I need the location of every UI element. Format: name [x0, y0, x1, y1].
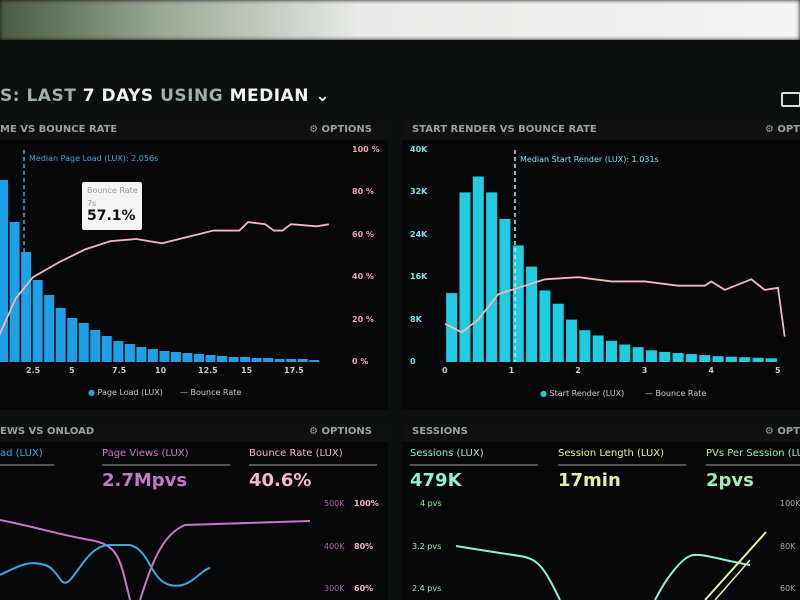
panel-title: ME VS BOUNCE RATE	[0, 124, 118, 135]
x-tick: 2.5	[26, 366, 41, 375]
options-button[interactable]: ⚙ OPTIONS	[309, 426, 372, 437]
legend-bounce-rate[interactable]: — Bounce Rate	[645, 389, 706, 398]
stat-bounce-rate: Bounce Rate (LUX) 40.6%	[249, 448, 377, 491]
title-prefix: S: LAST	[0, 86, 83, 106]
stat-value: 479K	[410, 470, 462, 491]
title-using: USING	[153, 86, 230, 106]
stat-page-views: Page Views (LUX) 2.7Mpvs	[102, 448, 230, 491]
legend-bounce-rate[interactable]: — Bounce Rate	[180, 388, 241, 397]
tooltip-value: 57.1%	[87, 208, 136, 224]
y-tick: 24K	[410, 229, 428, 239]
y-tick: 300K	[324, 584, 345, 593]
y-tick: 100%	[354, 499, 379, 508]
stat-label: Bounce Rate (LUX)	[249, 448, 343, 459]
legend-label: Bounce Rate	[190, 388, 242, 397]
stat-value: 2.7Mpvs	[102, 470, 188, 491]
x-tick: 2	[575, 366, 581, 375]
y-tick: 60%	[354, 584, 374, 593]
options-button[interactable]: ⚙ OPTIONS	[309, 124, 372, 135]
y-tick: 20 %	[352, 314, 374, 324]
x-tick: 4	[708, 366, 714, 375]
stat-sessions: Sessions (LUX) 479K	[410, 448, 538, 491]
legend-start-render[interactable]: ● Start Render (LUX)	[540, 389, 624, 398]
y-tick: 60K	[780, 584, 796, 593]
y-tick: 60 %	[352, 229, 374, 239]
title-median: MEDIAN	[229, 86, 309, 106]
stat-value: 17min	[558, 470, 621, 491]
x-tick: 17.5	[284, 366, 304, 375]
legend-label: Bounce Rate	[655, 389, 707, 398]
panel-title: EWS VS ONLOAD	[0, 426, 95, 437]
title-days: 7 DAYS	[82, 86, 154, 106]
stat-label: ad (LUX)	[0, 448, 43, 459]
monitor-icon[interactable]	[781, 92, 800, 107]
median-label: Median Page Load (LUX): 2.056s	[29, 154, 159, 163]
y-tick: 2.4 pvs	[412, 584, 442, 593]
y-tick: 4 pvs	[420, 499, 442, 508]
y-tick: 3.2 pvs	[412, 542, 442, 551]
y-tick: 0	[410, 357, 416, 366]
x-tick: 10	[155, 366, 167, 375]
y-tick: 0 %	[352, 357, 369, 366]
tooltip: Bounce Rate 7s 57.1%	[82, 182, 142, 230]
options-button[interactable]: ⚙ OPT	[764, 426, 800, 437]
tooltip-title: Bounce Rate	[87, 186, 138, 195]
y-tick: 80%	[354, 542, 374, 551]
x-tick: 15	[241, 366, 253, 375]
chevron-down-icon[interactable]: ⌄	[315, 86, 331, 106]
y-tick: 8K	[410, 314, 422, 324]
y-tick: 80 %	[352, 187, 374, 197]
y-tick: 16K	[410, 272, 428, 282]
y-tick: 100K	[780, 499, 800, 508]
x-tick: 1	[508, 366, 515, 375]
panel-title: SESSIONS	[412, 426, 468, 437]
legend-label: Page Load (LUX)	[97, 388, 163, 397]
y-tick: 80K	[780, 542, 796, 551]
page-load-panel: ME VS BOUNCE RATE ⚙ OPTIONS	[0, 120, 388, 410]
median-label: Median Start Render (LUX): 1.031s	[520, 155, 659, 164]
y-tick: 32K	[410, 187, 428, 197]
stat-label: Session Length (LUX)	[558, 448, 665, 459]
x-tick: 5	[69, 366, 75, 375]
stat-onload: ad (LUX)	[0, 448, 54, 470]
legend-line-icon: —	[645, 389, 653, 398]
legend-page-load[interactable]: ● Page Load (LUX)	[88, 388, 163, 397]
legend-line-icon: —	[180, 388, 188, 397]
x-tick: 0	[442, 366, 448, 375]
stat-label: Sessions (LUX)	[410, 448, 484, 459]
options-button[interactable]: ⚙ OPT	[764, 124, 800, 135]
x-tick: 3	[641, 366, 648, 375]
x-tick: 5	[775, 366, 781, 375]
x-tick: 7.5	[112, 366, 127, 375]
y-tick: 500K	[324, 499, 345, 508]
monitor-bezel	[0, 0, 800, 40]
stat-pvs-per-session: PVs Per Session (LUX) 2pvs	[706, 448, 800, 491]
legend-dot-icon: ●	[540, 389, 547, 398]
y-tick: 40 %	[352, 272, 374, 282]
stat-session-length: Session Length (LUX) 17min	[558, 448, 686, 491]
legend-dot-icon: ●	[88, 388, 95, 397]
panel-title: START RENDER VS BOUNCE RATE	[412, 124, 597, 135]
page-title[interactable]: S: LAST 7 DAYS USING MEDIAN ⌄	[0, 86, 330, 106]
y-tick: 100 %	[352, 145, 380, 154]
stat-label: PVs Per Session (LUX)	[706, 448, 800, 459]
stat-value: 40.6%	[249, 470, 312, 491]
stat-value: 2pvs	[706, 470, 754, 491]
x-tick: 12.5	[198, 366, 218, 375]
tooltip-sub: 7s	[87, 199, 97, 208]
legend-label: Start Render (LUX)	[549, 389, 625, 398]
y-tick: 40K	[410, 145, 428, 154]
y-tick: 400K	[324, 542, 345, 551]
stat-label: Page Views (LUX)	[102, 448, 189, 459]
